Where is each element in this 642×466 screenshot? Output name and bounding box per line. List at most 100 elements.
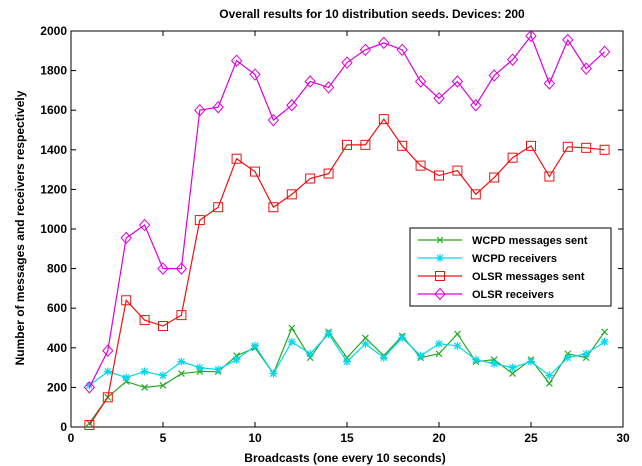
data-point [489, 172, 500, 183]
series-layer [83, 29, 611, 431]
data-point [343, 357, 351, 366]
data-point [157, 262, 169, 275]
data-point [470, 99, 482, 112]
legend-label: OLSR messages sent [472, 271, 585, 283]
data-point [361, 339, 370, 348]
data-point [509, 370, 517, 377]
y-tick-label: 2000 [40, 24, 67, 38]
data-point [122, 373, 131, 382]
data-point [84, 420, 95, 431]
data-point [563, 353, 572, 362]
legend-swatch-marker [434, 287, 446, 301]
data-point [414, 75, 427, 88]
data-point [453, 341, 462, 350]
data-point [526, 140, 536, 151]
x-tick-label: 5 [160, 431, 167, 445]
series-line [88, 118, 605, 426]
data-point [415, 160, 426, 171]
x-tick-label: 15 [340, 431, 354, 445]
data-point [361, 334, 369, 342]
data-point [580, 62, 592, 75]
data-point [600, 337, 609, 346]
data-point [342, 139, 352, 150]
data-point [102, 392, 113, 403]
x-tick-label: 0 [68, 431, 75, 445]
data-point [251, 341, 259, 350]
legend-swatch-marker [435, 271, 445, 281]
data-point [453, 330, 461, 338]
data-point [581, 142, 592, 153]
data-point [378, 36, 390, 50]
data-point [231, 153, 242, 164]
legend-label: WCPD messages sent [472, 235, 588, 247]
data-point [434, 170, 444, 181]
data-point [158, 321, 168, 332]
data-point [305, 173, 316, 184]
tick-labels: 0 5 10 15 20 25 30 0 200 400 600 800 1000 1200 1400 160… [40, 24, 630, 445]
y-tick-label: 1000 [40, 222, 67, 236]
data-point [527, 357, 535, 366]
data-point [506, 53, 519, 66]
data-point [359, 43, 372, 57]
data-point [269, 369, 278, 378]
data-point [324, 329, 333, 338]
data-point [379, 353, 388, 362]
x-axis-label: Broadcasts (one every 10 seconds) [244, 451, 445, 465]
data-point [287, 337, 296, 346]
data-point [544, 171, 555, 182]
x-tick-label: 25 [524, 431, 538, 445]
data-point [288, 324, 296, 332]
data-point [103, 367, 112, 376]
data-point [525, 29, 537, 43]
legend-label: OLSR receivers [472, 289, 554, 301]
data-point [121, 295, 132, 306]
legend: WCPD messages sent WCPD receivers OLSR mes… [409, 227, 612, 307]
data-point [471, 355, 480, 364]
data-point [545, 371, 554, 380]
y-tick-label: 600 [47, 301, 67, 315]
x-tick-label: 30 [616, 431, 630, 445]
data-point [230, 54, 243, 67]
data-point [601, 328, 609, 336]
data-point [543, 77, 556, 90]
series-2 [84, 114, 610, 431]
data-point [435, 350, 443, 358]
data-point [249, 68, 261, 81]
data-point [140, 367, 149, 376]
data-point [562, 33, 574, 47]
data-point [435, 339, 443, 348]
series-3 [83, 29, 611, 394]
data-point [159, 381, 167, 389]
data-point [360, 139, 371, 150]
data-point [176, 310, 187, 321]
y-tick-label: 1600 [40, 103, 67, 117]
data-point [286, 99, 298, 112]
data-point [175, 262, 188, 275]
data-point [213, 202, 224, 213]
data-point [397, 140, 408, 151]
legend-swatch-marker [436, 236, 444, 244]
y-tick-label: 0 [60, 420, 67, 434]
data-point [508, 363, 517, 372]
data-point [85, 381, 94, 390]
data-point [306, 349, 315, 358]
data-point [490, 359, 499, 368]
data-point [416, 351, 425, 360]
series-1 [85, 329, 609, 390]
data-point [323, 168, 334, 179]
data-point [598, 45, 611, 59]
data-point [212, 100, 224, 114]
data-point [267, 113, 280, 127]
y-tick-label: 1200 [40, 182, 67, 196]
data-point [470, 189, 481, 200]
data-point [159, 371, 167, 380]
data-point [214, 365, 223, 374]
x-tick-label: 10 [248, 431, 262, 445]
chart-title: Overall results for 10 distribution seed… [219, 7, 525, 21]
data-point [304, 75, 316, 88]
data-point [250, 166, 260, 177]
data-point [322, 81, 335, 94]
data-point [177, 370, 185, 377]
data-point [488, 69, 500, 82]
